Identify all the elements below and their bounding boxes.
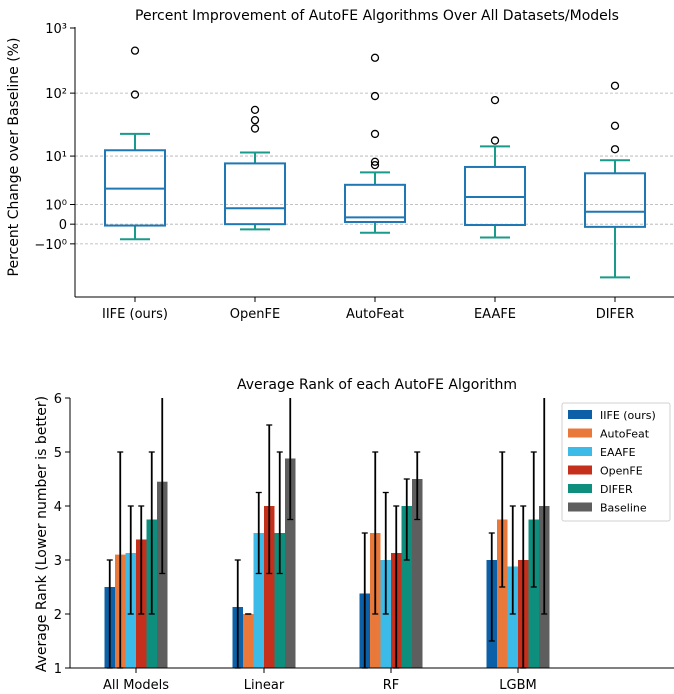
rank-chart-y-tick-label: 5 [54, 446, 62, 461]
rank-bar [253, 533, 264, 668]
rank-bar [507, 566, 518, 668]
box-plot-x-tick-label: OpenFE [230, 307, 280, 322]
box-plot-chart: Percent Improvement of AutoFE Algorithms… [6, 8, 674, 322]
box-iqr [464, 165, 526, 227]
box-plot-x-tick-label: DIFER [596, 307, 635, 322]
legend-swatch [568, 465, 592, 475]
box-plot-ylabel: Percent Change over Baseline (%) [6, 38, 22, 277]
rank-bar [243, 614, 254, 668]
legend-swatch [568, 502, 592, 512]
box-outlier [250, 105, 260, 115]
box-autofeat [344, 53, 406, 234]
box-plot-y-tick-label: 0 [59, 218, 67, 233]
legend-swatch [568, 484, 592, 493]
legend-label: Baseline [600, 502, 647, 515]
box-outlier [610, 81, 620, 90]
rank-bar [528, 519, 539, 668]
rank-chart-x-tick-label: All Models [103, 678, 169, 693]
box-difer [584, 81, 646, 279]
rank-bar [401, 506, 412, 668]
box-plot-y-ticks: 10³ 10² 10¹ 10⁰ 0 −10⁰ [34, 22, 75, 253]
box-outlier [370, 157, 380, 166]
box-plot-x-tick-label: IIFE (ours) [102, 307, 168, 322]
box-openfe [224, 105, 286, 231]
box-outlier [130, 90, 140, 99]
legend-swatch [568, 410, 592, 419]
box-outlier [610, 145, 620, 154]
box-outlier [370, 91, 380, 101]
box-outlier [130, 46, 140, 55]
rank-chart-y-tick-label: 3 [54, 554, 62, 569]
rank-chart-x-tick-label: RF [383, 678, 400, 693]
rank-chart-x-tick-label: Linear [244, 678, 285, 693]
rank-chart-x-tick-label: LGBM [499, 678, 536, 693]
box-plot-title: Percent Improvement of AutoFE Algorithms… [135, 8, 619, 24]
rank-bar-chart: Average Rank of each AutoFE Algorithm Av… [34, 377, 674, 693]
box-outlier [370, 53, 380, 62]
box-outlier [370, 160, 380, 170]
legend-label: OpenFE [600, 465, 643, 478]
rank-bar [264, 506, 275, 668]
box-plot-x-tick-label: EAAFE [474, 307, 516, 322]
box-outlier [610, 121, 620, 130]
box-plot-y-tick-label: 10⁰ [45, 198, 67, 213]
rank-chart-ylabel: Average Rank (Lower number is better) [34, 396, 50, 672]
box-plot-x-ticks: IIFE (ours) OpenFE AutoFeat EAAFE DIFER [102, 297, 634, 322]
rank-chart-y-tick-label: 6 [54, 392, 62, 407]
rank-bar [274, 533, 285, 668]
rank-chart-y-ticks: 1 2 3 4 5 6 [54, 392, 70, 677]
legend-swatch [568, 447, 592, 456]
legend-label: EAAFE [600, 446, 636, 459]
legend-swatch [568, 428, 592, 438]
box-plot-y-tick-label: 10¹ [45, 150, 67, 165]
legend-label: DIFER [600, 483, 633, 496]
rank-chart-legend: IIFE (ours) AutoFeat EAAFE OpenFE DIFER Basel… [561, 402, 671, 522]
box-plot-boxes [104, 46, 646, 279]
rank-bar [285, 458, 296, 668]
rank-chart-x-ticks: All Models Linear RF LGBM [103, 668, 537, 693]
rank-chart-y-tick-label: 2 [54, 608, 62, 623]
box-outlier [370, 129, 380, 139]
box-iqr [344, 183, 406, 223]
box-eaafe [464, 95, 526, 239]
rank-chart-title: Average Rank of each AutoFE Algorithm [237, 377, 517, 393]
rank-bar [412, 479, 423, 668]
rank-bar [157, 481, 168, 668]
box-outlier [490, 136, 500, 145]
rank-bar [497, 519, 508, 668]
box-iqr [224, 162, 286, 226]
rank-chart-y-tick-label: 4 [54, 500, 62, 515]
rank-chart-bars [104, 398, 550, 669]
box-plot-y-tick-label: 10² [45, 87, 67, 102]
legend-label: IIFE (ours) [600, 409, 656, 422]
box-plot-y-tick-label: 10³ [45, 22, 67, 37]
box-plot-x-tick-label: AutoFeat [346, 307, 404, 322]
rank-chart-y-tick-label: 1 [54, 662, 62, 677]
box-outlier [250, 124, 260, 133]
box-plot-y-tick-label: −10⁰ [34, 238, 67, 253]
box-iife-ours [104, 46, 166, 241]
legend-label: AutoFeat [600, 428, 650, 441]
box-iqr [584, 172, 646, 228]
box-outlier [250, 115, 260, 125]
box-outlier [490, 95, 500, 105]
